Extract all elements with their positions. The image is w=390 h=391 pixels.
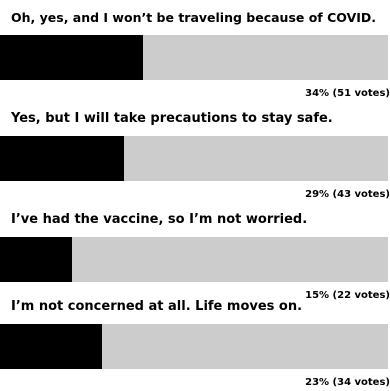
- result-bar-track: [0, 324, 388, 369]
- option-percent: 29%: [305, 189, 330, 200]
- option-votes: (51 votes): [332, 88, 390, 99]
- result-bar-fill: [0, 136, 125, 181]
- option-label: I’ve had the vaccine, so I’m not worried…: [11, 212, 308, 227]
- option-votes: (22 votes): [332, 290, 390, 301]
- result-bar-track: [0, 136, 388, 181]
- option-result: 23% (34 votes): [305, 377, 390, 389]
- option-result: 29% (43 votes): [305, 189, 390, 201]
- option-label: I’m not concerned at all. Life moves on.: [11, 299, 303, 314]
- option-result: 34% (51 votes): [305, 88, 390, 100]
- option-result: 15% (22 votes): [305, 290, 390, 302]
- option-percent: 34%: [305, 88, 330, 99]
- option-votes: (34 votes): [332, 377, 390, 388]
- result-bar-fill: [0, 35, 143, 80]
- result-bar-fill: [0, 324, 102, 369]
- result-bar-fill: [0, 237, 72, 282]
- option-label: Yes, but I will take precautions to stay…: [11, 111, 333, 126]
- result-bar-track: [0, 237, 388, 282]
- option-percent: 23%: [305, 377, 330, 388]
- option-votes: (43 votes): [332, 189, 390, 200]
- result-bar-track: [0, 35, 388, 80]
- option-percent: 15%: [305, 290, 330, 301]
- option-label: Oh, yes, and I won’t be traveling becaus…: [11, 10, 377, 25]
